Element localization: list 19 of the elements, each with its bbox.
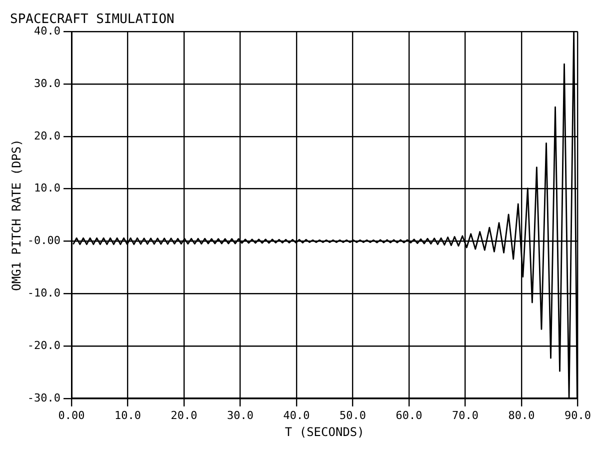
- y-tick-label: 10.0: [34, 182, 61, 195]
- x-tick-label: 20.0: [170, 408, 198, 422]
- x-tick-label: 90.0: [564, 408, 592, 422]
- x-tick-label: 70.0: [452, 408, 479, 422]
- y-axis-title: OMG1 PITCH RATE (DPS): [9, 139, 24, 291]
- x-tick-label: 80.0: [508, 408, 535, 422]
- y-tick-label: -30.0: [27, 391, 61, 404]
- y-tick-label: -10.0: [27, 286, 61, 300]
- x-tick-label: 40.0: [283, 408, 310, 422]
- x-tick-label: 0.00: [58, 408, 85, 422]
- x-tick-label: 30.0: [227, 408, 254, 422]
- x-tick-label: 50.0: [340, 408, 366, 422]
- y-tick-label: -0.00: [27, 234, 61, 248]
- x-tick-label: 60.0: [396, 408, 422, 422]
- x-axis-title: T (SECONDS): [284, 424, 364, 439]
- x-tick-label: 10.0: [114, 408, 142, 422]
- y-tick-label: -20.0: [27, 338, 61, 352]
- y-tick-label: 20.0: [34, 129, 61, 142]
- y-tick-label: 30.0: [34, 76, 61, 90]
